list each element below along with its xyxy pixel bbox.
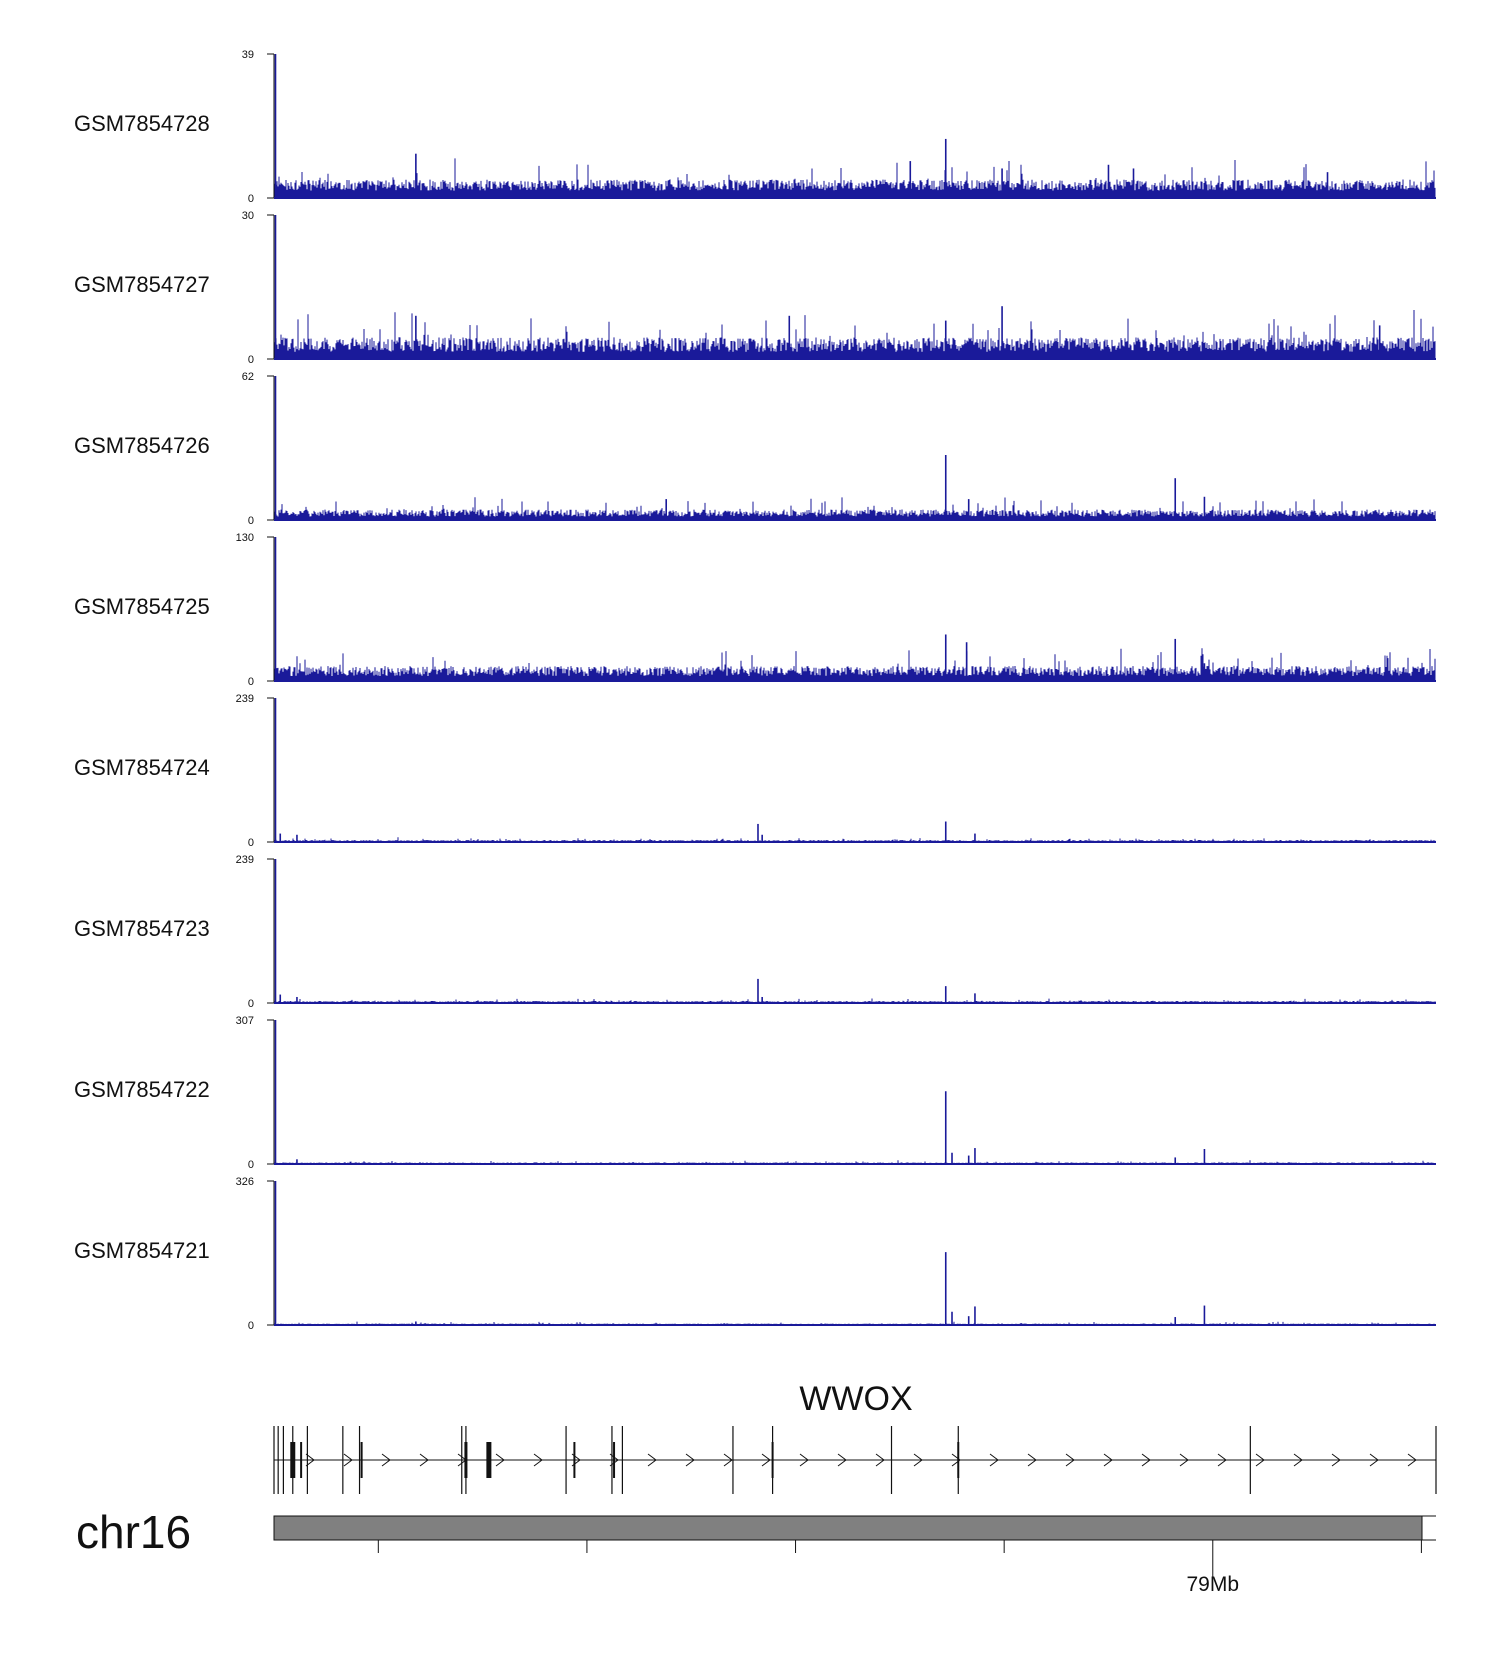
strand-arrow xyxy=(419,1453,429,1467)
strand-arrow xyxy=(913,1453,923,1467)
y-max-label: 239 xyxy=(236,693,254,705)
strand-arrow xyxy=(837,1453,847,1467)
chromosome-label: chr16 xyxy=(76,1506,191,1558)
y-min-label: 0 xyxy=(248,193,254,205)
track-GSM7854721: GSM7854721 326 0 xyxy=(74,1176,1436,1332)
y-min-label: 0 xyxy=(248,354,254,366)
gene-model xyxy=(273,1426,1437,1494)
strand-arrow xyxy=(343,1453,353,1467)
track-label: GSM7854725 xyxy=(74,594,210,619)
strand-arrow xyxy=(305,1453,315,1467)
track-GSM7854726: GSM7854726 62 0 xyxy=(74,371,1436,527)
strand-arrow xyxy=(951,1453,961,1467)
y-max-label: 62 xyxy=(242,371,254,383)
gene-exon xyxy=(290,1442,296,1478)
strand-arrow xyxy=(685,1453,695,1467)
y-min-label: 0 xyxy=(248,515,254,527)
strand-arrow xyxy=(1407,1453,1417,1467)
strand-arrow xyxy=(495,1453,505,1467)
track-label: GSM7854726 xyxy=(74,433,210,458)
signal-noise xyxy=(274,158,1436,198)
signal-tracks: GSM7854728390GSM7854727300GSM7854726620G… xyxy=(74,49,1436,1332)
y-min-label: 0 xyxy=(248,998,254,1010)
y-max-label: 239 xyxy=(236,854,254,866)
y-min-label: 0 xyxy=(248,1159,254,1171)
track-GSM7854723: GSM7854723 239 0 xyxy=(74,854,1436,1010)
track-GSM7854725: GSM7854725 130 0 xyxy=(74,532,1436,688)
strand-arrow xyxy=(647,1453,657,1467)
strand-arrow xyxy=(723,1453,733,1467)
chromosome-ideogram: 79Mb xyxy=(273,1515,1436,1596)
track-label: GSM7854721 xyxy=(74,1238,210,1263)
gene-name-label: WWOX xyxy=(799,1380,912,1418)
gene-exon xyxy=(486,1442,492,1478)
strand-arrow xyxy=(1331,1453,1341,1467)
strand-arrow xyxy=(609,1453,619,1467)
track-GSM7854724: GSM7854724 239 0 xyxy=(74,693,1436,849)
y-max-label: 30 xyxy=(242,210,254,222)
track-label: GSM7854722 xyxy=(74,1077,210,1102)
strand-arrow xyxy=(1103,1453,1113,1467)
ideogram-band xyxy=(273,1515,1423,1541)
y-max-label: 39 xyxy=(242,49,254,61)
strand-arrow xyxy=(571,1453,581,1467)
strand-arrow xyxy=(989,1453,999,1467)
track-GSM7854722: GSM7854722 307 0 xyxy=(74,1015,1436,1171)
signal-noise xyxy=(274,497,1436,520)
x-axis-tick-label: 79Mb xyxy=(1187,1573,1240,1596)
gene-track: WWOX xyxy=(273,1380,1437,1494)
strand-arrow xyxy=(875,1453,885,1467)
strand-arrow xyxy=(457,1453,467,1467)
strand-arrow xyxy=(799,1453,809,1467)
strand-arrow xyxy=(1217,1453,1227,1467)
strand-arrow xyxy=(533,1453,543,1467)
strand-arrow xyxy=(1065,1453,1075,1467)
y-min-label: 0 xyxy=(248,837,254,849)
strand-arrow xyxy=(1141,1453,1151,1467)
strand-arrow xyxy=(1255,1453,1265,1467)
signal-noise xyxy=(274,648,1436,681)
track-label: GSM7854727 xyxy=(74,272,210,297)
track-GSM7854727: GSM7854727 30 0 xyxy=(74,210,1436,366)
y-max-label: 307 xyxy=(236,1015,254,1027)
y-min-label: 0 xyxy=(248,676,254,688)
y-max-label: 130 xyxy=(236,532,254,544)
strand-arrow xyxy=(761,1453,771,1467)
track-GSM7854728: GSM7854728 39 0 xyxy=(74,49,1436,205)
strand-arrow xyxy=(1027,1453,1037,1467)
signal-noise xyxy=(274,310,1436,359)
y-max-label: 326 xyxy=(236,1176,254,1188)
track-label: GSM7854723 xyxy=(74,916,210,941)
chromosome-track: chr16 79Mb xyxy=(76,1506,1436,1596)
track-label: GSM7854728 xyxy=(74,111,210,136)
strand-arrow xyxy=(1179,1453,1189,1467)
strand-arrow xyxy=(381,1453,391,1467)
strand-arrow xyxy=(1369,1453,1379,1467)
track-label: GSM7854724 xyxy=(74,755,210,780)
y-min-label: 0 xyxy=(248,1320,254,1332)
strand-arrow xyxy=(1293,1453,1303,1467)
